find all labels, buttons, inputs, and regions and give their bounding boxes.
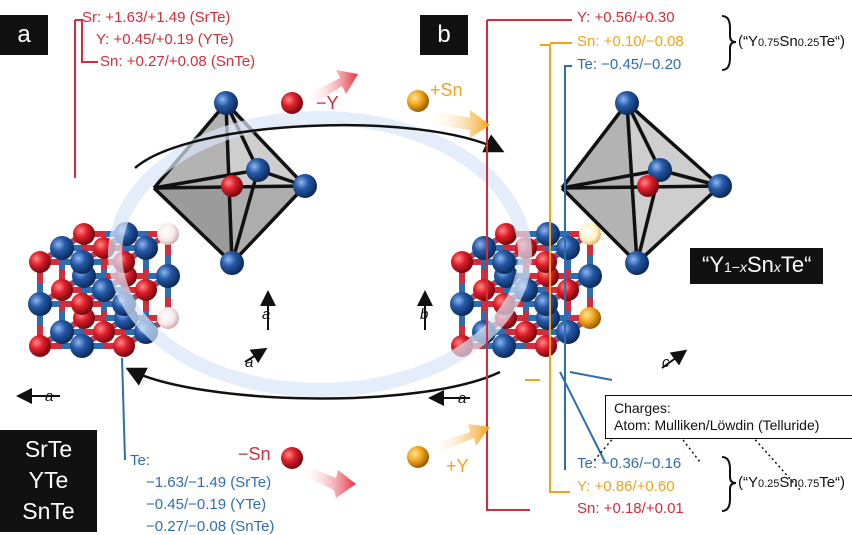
formula-post: Te“ bbox=[780, 252, 812, 277]
remove-y-arrow bbox=[281, 70, 358, 114]
compound-snte: SnTe bbox=[22, 498, 75, 524]
cation-atom bbox=[73, 223, 95, 245]
cation-atom bbox=[113, 335, 135, 357]
add-y-label: +Y bbox=[446, 456, 469, 476]
remove-sn-label: −Sn bbox=[238, 444, 271, 464]
formula-box: “Y1−xSnxTe“ bbox=[690, 248, 824, 284]
bottom-formula: (“Y0.25Sn0.75Te“) bbox=[738, 474, 845, 493]
charge-label-sn-snte: Sn: +0.27/+0.08 (SnTe) bbox=[100, 53, 256, 70]
compounds-box: SrTe YTe SnTe bbox=[0, 430, 97, 532]
b-bottom-charge-y: Y: +0.86/+0.60 bbox=[577, 478, 675, 495]
tellurium-atom bbox=[134, 236, 158, 260]
add-sn-arrow bbox=[407, 90, 490, 138]
formula-x2: x bbox=[773, 259, 781, 275]
legend-title: Charges: bbox=[614, 400, 671, 416]
tellurium-atom bbox=[578, 264, 602, 288]
cation-atom bbox=[515, 321, 537, 343]
compound-yte: YTe bbox=[28, 467, 69, 493]
tellurium-atom bbox=[92, 278, 116, 302]
te-charge-snte: −0.27/−0.08 (SnTe) bbox=[146, 518, 275, 535]
add-y-arrow bbox=[407, 424, 490, 468]
cation-atom bbox=[579, 307, 601, 329]
tellurium-atom bbox=[50, 236, 74, 260]
top-formula-pre: (“Y bbox=[738, 33, 758, 50]
te-charge-srte: −1.63/−1.49 (SrTe) bbox=[146, 474, 272, 491]
cation-atom bbox=[579, 223, 601, 245]
cation-atom bbox=[29, 335, 51, 357]
tellurium-atom bbox=[534, 292, 558, 316]
remove-y-label: −Y bbox=[316, 93, 339, 113]
bottom-formula-pre: (“Y bbox=[738, 474, 758, 491]
tellurium-atom bbox=[70, 250, 94, 274]
cation-atom bbox=[157, 223, 179, 245]
top-formula-sub2: 0.25 bbox=[797, 37, 820, 49]
compound-srte: SrTe bbox=[24, 436, 73, 462]
tellurium-atom bbox=[450, 292, 474, 316]
b-bottom-charge-sn: Sn: +0.18/+0.01 bbox=[577, 500, 684, 517]
axis-label-a-b: a bbox=[458, 390, 467, 407]
b-bottom-charge-te: Te: −0.36/−0.16 bbox=[577, 455, 682, 472]
top-formula-post: Te“) bbox=[819, 33, 846, 50]
bottom-formula-post: Te“) bbox=[819, 474, 846, 491]
panel-label-b: b bbox=[420, 15, 468, 55]
add-sn-label: +Sn bbox=[430, 80, 463, 100]
charge-label-y-yte: Y: +0.45/+0.19 (YTe) bbox=[96, 31, 234, 48]
formula-mid: Sn bbox=[746, 252, 774, 277]
bottom-formula-sub2: 0.75 bbox=[797, 478, 820, 490]
cation-atom bbox=[71, 293, 93, 315]
top-formula-mid: Sn bbox=[779, 33, 798, 50]
axis-label-a-vertical: a bbox=[262, 306, 271, 323]
bottom-formula-sub1: 0.25 bbox=[758, 478, 780, 490]
cation-atom bbox=[135, 279, 157, 301]
b-top-charge-y: Y: +0.56/+0.30 bbox=[577, 9, 675, 26]
legend-line: Atom: Mulliken/Löwdin (Telluride) bbox=[614, 417, 820, 433]
transformation-loop bbox=[108, 111, 532, 400]
tellurium-atom bbox=[556, 236, 580, 260]
octahedron-b bbox=[560, 91, 732, 275]
remove-sn-arrow bbox=[281, 447, 356, 498]
legend-pointers bbox=[592, 435, 801, 491]
tellurium-atom bbox=[156, 264, 180, 288]
te-charge-title: Te: bbox=[130, 452, 151, 469]
panel-label-a: a bbox=[0, 15, 48, 55]
tellurium-atom bbox=[492, 334, 516, 358]
tellurium-atom bbox=[492, 250, 516, 274]
cation-atom bbox=[157, 307, 179, 329]
cation-atom bbox=[451, 251, 473, 273]
cation-atom bbox=[535, 335, 557, 357]
formula-pre: “Y bbox=[702, 252, 724, 277]
tellurium-atom bbox=[70, 334, 94, 358]
axis-label-c: c bbox=[662, 354, 670, 371]
b-top-charge-te: Te: −0.45/−0.20 bbox=[577, 56, 682, 73]
cation-atom bbox=[93, 321, 115, 343]
cation-atom bbox=[29, 251, 51, 273]
tellurium-atom bbox=[472, 236, 496, 260]
tellurium-atom bbox=[50, 320, 74, 344]
bottom-formula-mid: Sn bbox=[779, 474, 798, 491]
axis-label-a-diagonal: a bbox=[245, 354, 254, 371]
te-charge-yte: −0.45/−0.19 (YTe) bbox=[146, 496, 267, 513]
cation-atom bbox=[51, 279, 73, 301]
top-formula: (“Y0.75Sn0.25Te“) bbox=[738, 33, 845, 52]
axis-arrows bbox=[16, 290, 688, 406]
charges-legend: Charges: Atom: Mulliken/Löwdin (Tellurid… bbox=[605, 395, 852, 439]
formula-sub1: 1− bbox=[724, 259, 740, 275]
formula-x1: x bbox=[739, 259, 747, 275]
tellurium-atom bbox=[28, 292, 52, 316]
cation-atom bbox=[557, 279, 579, 301]
b-top-charge-sn: Sn: +0.10/−0.08 bbox=[577, 33, 684, 50]
charge-label-sr-srte: Sr: +1.63/+1.49 (SrTe) bbox=[82, 9, 231, 26]
top-formula-sub1: 0.75 bbox=[758, 37, 780, 49]
axis-label-b: b bbox=[420, 306, 429, 323]
cation-atom bbox=[473, 279, 495, 301]
tellurium-atom bbox=[536, 222, 560, 246]
cation-atom bbox=[495, 223, 517, 245]
axis-label-a-horizontal: a bbox=[45, 388, 54, 405]
cation-atom bbox=[535, 251, 557, 273]
tellurium-atom bbox=[556, 320, 580, 344]
